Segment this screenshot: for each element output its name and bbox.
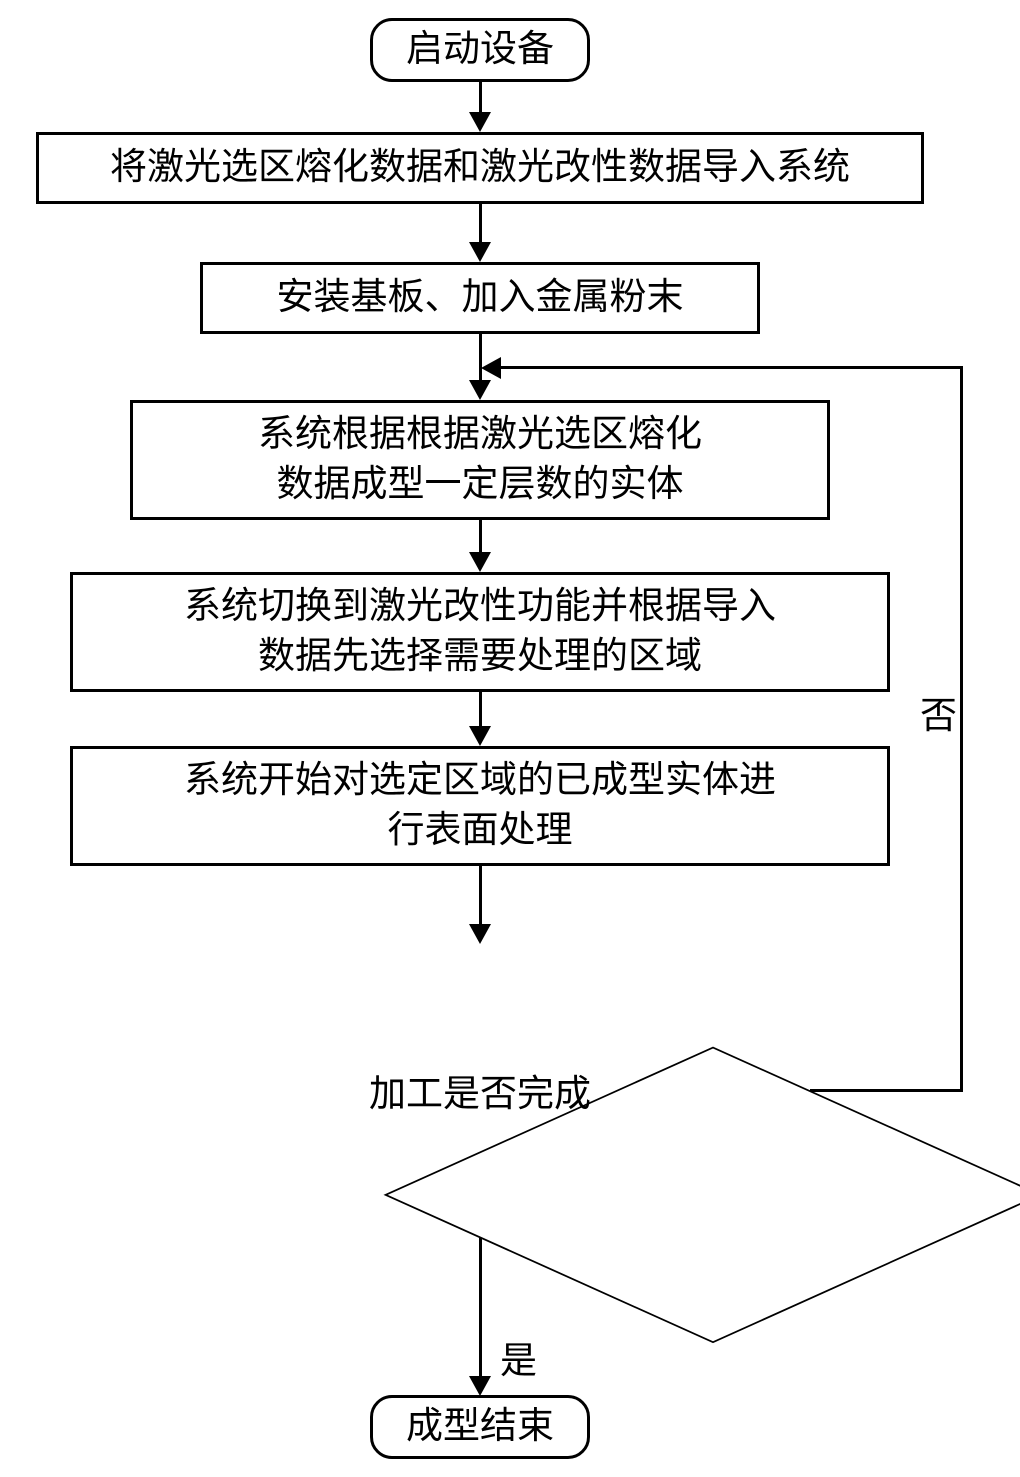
step-surface-treatment-label: 系统开始对选定区域的已成型实体进 行表面处理 bbox=[184, 756, 776, 856]
no-text: 否 bbox=[920, 696, 957, 737]
edge-no-v bbox=[960, 367, 963, 1092]
step-form-layers-label: 系统根据根据激光选区熔化 数据成型一定层数的实体 bbox=[258, 410, 702, 510]
step-import-data: 将激光选区熔化数据和激光改性数据导入系统 bbox=[36, 132, 924, 204]
start-label: 启动设备 bbox=[406, 25, 554, 75]
edge-n2-n3-head bbox=[469, 380, 491, 400]
edge-n3-n4-head bbox=[469, 552, 491, 572]
step-install-substrate: 安装基板、加入金属粉末 bbox=[200, 262, 760, 334]
edge-n5-dec-line bbox=[479, 866, 482, 926]
decision-label-wrap: 加工是否完成 bbox=[280, 1065, 680, 1115]
edge-n5-dec-head bbox=[469, 924, 491, 944]
edge-n3-n4-line bbox=[479, 520, 482, 554]
edge-n4-n5-line bbox=[479, 692, 482, 728]
step-surface-treatment: 系统开始对选定区域的已成型实体进 行表面处理 bbox=[70, 746, 890, 866]
edge-no-head bbox=[481, 357, 501, 379]
step-install-substrate-label: 安装基板、加入金属粉末 bbox=[277, 273, 684, 323]
edge-n1-n2-head bbox=[469, 242, 491, 262]
edge-no-h1 bbox=[810, 1089, 962, 1092]
yes-text: 是 bbox=[500, 1341, 537, 1382]
step-switch-modification-label: 系统切换到激光改性功能并根据导入 数据先选择需要处理的区域 bbox=[184, 582, 776, 682]
decision-label: 加工是否完成 bbox=[369, 1063, 591, 1117]
edge-dec-end-head bbox=[469, 1376, 491, 1396]
end-terminal: 成型结束 bbox=[370, 1395, 590, 1459]
edge-n1-n2-line bbox=[479, 204, 482, 244]
edge-dec-end-line bbox=[479, 1238, 482, 1378]
flowchart-canvas: 启动设备 将激光选区熔化数据和激光改性数据导入系统 安装基板、加入金属粉末 系统… bbox=[0, 0, 1020, 1477]
edge-n4-n5-head bbox=[469, 726, 491, 746]
end-label: 成型结束 bbox=[406, 1402, 554, 1452]
edge-no-h2 bbox=[500, 366, 963, 369]
step-switch-modification: 系统切换到激光改性功能并根据导入 数据先选择需要处理的区域 bbox=[70, 572, 890, 692]
edge-no-label: 否 bbox=[920, 685, 957, 739]
step-form-layers: 系统根据根据激光选区熔化 数据成型一定层数的实体 bbox=[130, 400, 830, 520]
edge-start-n1-line bbox=[479, 82, 482, 114]
edge-yes-label: 是 bbox=[500, 1330, 537, 1384]
edge-start-n1-head bbox=[469, 112, 491, 132]
step-import-data-label: 将激光选区熔化数据和激光改性数据导入系统 bbox=[110, 143, 850, 193]
start-terminal: 启动设备 bbox=[370, 18, 590, 82]
